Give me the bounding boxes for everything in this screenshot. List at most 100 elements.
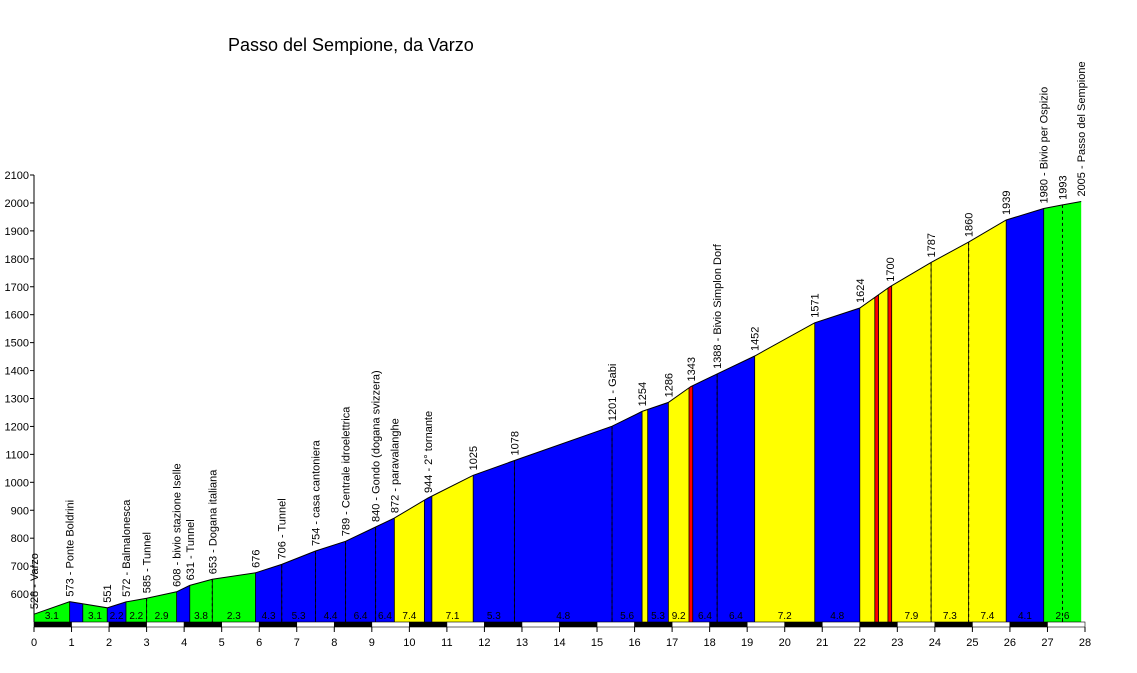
gradient-segments — [33, 201, 1082, 622]
gradient-label: 5.3 — [292, 611, 306, 622]
km-bar — [333, 621, 373, 628]
gradient-segment — [281, 551, 316, 622]
km-bar — [409, 621, 448, 628]
x-tick-label: 2 — [106, 637, 112, 649]
gradient-segment — [668, 387, 689, 622]
gradient-label: 6.4 — [729, 611, 743, 622]
x-tick-label: 28 — [1079, 637, 1091, 649]
km-dashed-lines — [146, 204, 1063, 622]
gradient-label: 7.4 — [980, 611, 994, 622]
x-tick-label: 21 — [816, 637, 828, 649]
point-label: 2005 - Passo del Sempione — [1076, 61, 1088, 196]
km-bar — [972, 621, 1011, 628]
x-tick-label: 6 — [256, 637, 262, 649]
y-tick-label: 1100 — [5, 449, 29, 461]
km-bar — [296, 621, 335, 628]
x-tick-label: 1 — [68, 637, 74, 649]
x-tick-label: 7 — [294, 637, 300, 649]
x-tick-label: 20 — [779, 637, 791, 649]
x-tick-label: 9 — [369, 637, 375, 649]
y-tick-label: 1700 — [5, 282, 29, 294]
gradient-label: 6.4 — [354, 611, 368, 622]
point-label: 1624 — [855, 278, 867, 302]
gradient-label: 2.2 — [129, 611, 143, 622]
profile-line — [33, 201, 1082, 615]
x-tick-label: 3 — [144, 637, 150, 649]
km-bar — [634, 621, 673, 628]
km-bar — [183, 621, 222, 628]
km-bar — [934, 621, 973, 628]
axes: 6007008009001000110012001300140015001600… — [5, 170, 1092, 649]
y-tick-label: 2000 — [5, 198, 29, 210]
km-bar — [897, 621, 936, 628]
gradient-segment — [82, 603, 108, 622]
x-tick-label: 11 — [441, 637, 452, 649]
point-label: 706 - Tunnel — [277, 498, 289, 559]
gradient-segment — [1006, 208, 1044, 622]
gradient-segment — [34, 601, 70, 622]
gradient-label: 7.4 — [402, 611, 416, 622]
km-bar — [1009, 621, 1048, 628]
gradient-segment — [647, 402, 669, 622]
point-label: 1700 — [885, 257, 897, 281]
gradient-segment — [878, 288, 888, 622]
point-label: 631 - Tunnel — [185, 519, 197, 580]
x-tick-label: 24 — [929, 637, 941, 649]
gradient-labels: 3.1 3.1 2.2 2.2 2.9 3.8 2.3 4.3 5.3 4.4 6.4 6.4 7.4 7… — [45, 611, 1070, 622]
gradient-segment — [424, 496, 432, 622]
km-bar — [446, 621, 485, 628]
y-tick-label: 1400 — [5, 366, 29, 378]
gradient-segment — [887, 285, 892, 622]
km-bar — [1047, 621, 1086, 628]
gradient-segment — [394, 500, 425, 622]
gradient-label: 5.3 — [487, 611, 501, 622]
chart-title: Passo del Sempione, da Varzo — [228, 35, 474, 55]
gradient-label: 3.1 — [88, 611, 102, 622]
point-label: 1201 - Gabi — [607, 364, 619, 421]
gradient-label: 2.2 — [110, 611, 124, 622]
km-bar — [71, 621, 110, 628]
km-bar — [258, 621, 298, 628]
x-tick-label: 8 — [331, 637, 337, 649]
point-label: 572 - Balmalonesca — [121, 499, 133, 597]
gradient-label: 9.2 — [672, 611, 686, 622]
point-label: 754 - casa cantoniera — [311, 439, 323, 546]
km-bar — [559, 621, 598, 628]
gradient-segment — [345, 527, 376, 622]
gradient-segment — [126, 598, 147, 622]
x-tick-label: 14 — [553, 637, 565, 649]
x-tick-label: 5 — [219, 637, 225, 649]
km-bar — [371, 621, 410, 628]
gradient-segment — [255, 564, 282, 622]
gradient-segment — [189, 579, 213, 622]
gradient-label: 7.3 — [943, 611, 957, 622]
point-label: 1452 — [750, 327, 762, 351]
point-label: 1388 - Bivio Simplon Dorf — [712, 243, 724, 369]
y-tick-label: 900 — [11, 505, 29, 517]
gradient-label: 3.8 — [194, 611, 208, 622]
x-tick-label: 17 — [666, 637, 678, 649]
km-bar — [859, 621, 898, 628]
point-label: 528 - Varzo — [29, 553, 41, 609]
point-label: 573 - Ponte Boldrini — [65, 500, 77, 597]
point-label: 1980 - Bivio per Ospizio — [1039, 87, 1051, 204]
x-tick-label: 10 — [403, 637, 415, 649]
point-label: 1993 — [1057, 175, 1069, 199]
km-bar — [484, 621, 523, 628]
gradient-label: 6.4 — [378, 611, 392, 622]
y-tick-label: 1300 — [5, 394, 29, 406]
x-tick-label: 15 — [591, 637, 603, 649]
point-label: 551 — [102, 584, 114, 602]
gradient-segment — [692, 373, 718, 622]
km-bar — [671, 621, 710, 628]
gradient-label: 4.8 — [830, 611, 844, 622]
gradient-segment — [315, 541, 346, 622]
point-label: 840 - Gondo (dogana svizzera) — [371, 370, 383, 522]
gradient-segment — [689, 385, 693, 622]
point-label: 1939 — [1001, 190, 1013, 214]
gradient-label: 4.1 — [1018, 611, 1032, 622]
y-tick-label: 1800 — [5, 254, 29, 266]
gradient-label: 5.3 — [651, 611, 665, 622]
x-tick-label: 12 — [478, 637, 490, 649]
y-tick-label: 1900 — [5, 226, 29, 238]
